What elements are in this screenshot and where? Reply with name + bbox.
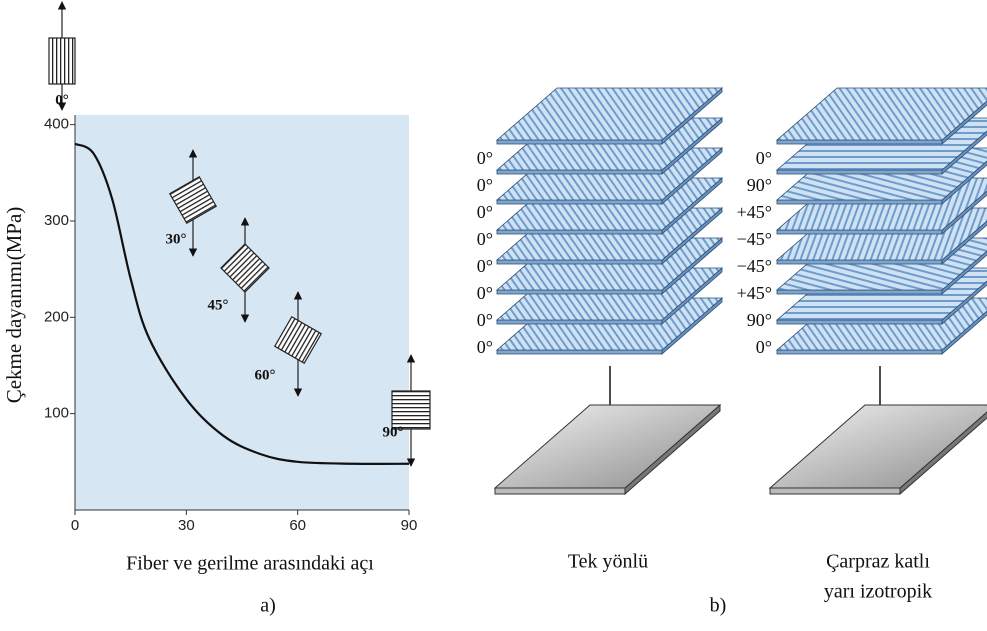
stack-caption: Tek yönlü	[568, 551, 648, 573]
ply-angle-label: 0°	[477, 310, 493, 330]
ply-side	[497, 230, 662, 234]
y-tick-label: 100	[44, 405, 69, 422]
x-axis-label: Fiber ve gerilme arasındaki açı	[126, 553, 374, 575]
ply-angle-label: 0°	[477, 256, 493, 276]
ply-angle-label: 0°	[477, 175, 493, 195]
ply-side	[497, 260, 662, 264]
ply-side	[497, 290, 662, 294]
y-tick-label: 300	[44, 212, 69, 229]
figure: 100 200 300 400 0 30 60 90 Çekme dayanımı(MPa) Fi…	[0, 0, 987, 631]
angle-annotation: 30°	[166, 231, 187, 247]
y-axis-label: Çekme dayanımı(MPa)	[2, 207, 26, 404]
panel-label: a)	[260, 595, 276, 617]
ply-side	[777, 170, 942, 174]
ply-side	[497, 140, 662, 144]
ply-angle-label: +45°	[737, 283, 772, 303]
ply-side	[777, 230, 942, 234]
x-tick-label: 30	[178, 517, 195, 534]
ply-side	[497, 350, 662, 354]
ply-side	[497, 170, 662, 174]
ply-angle-label: 0°	[477, 337, 493, 357]
angle-annotation: 90°	[383, 424, 404, 440]
stack-caption: Çarpraz katlı	[826, 551, 930, 573]
plot-background	[75, 115, 409, 510]
ply-angle-label: 0°	[477, 283, 493, 303]
ply-angle-label: 0°	[477, 229, 493, 249]
ply-angle-label: −45°	[737, 256, 772, 276]
x-tick-label: 60	[289, 517, 306, 534]
ply-angle-label: 90°	[747, 310, 772, 330]
ply-angle-label: 0°	[477, 202, 493, 222]
ply-side	[777, 290, 942, 294]
ply-side	[777, 200, 942, 204]
panel-label: b)	[710, 595, 727, 617]
laminate	[495, 405, 720, 488]
stack-caption: yarı izotropik	[824, 581, 932, 603]
ply-side	[777, 350, 942, 354]
ply-angle-label: 0°	[756, 148, 772, 168]
angle-annotation: 0°	[55, 92, 69, 108]
ply-angle-label: −45°	[737, 229, 772, 249]
ply-side	[777, 140, 942, 144]
ply-side	[777, 260, 942, 264]
ply-angle-label: +45°	[737, 202, 772, 222]
ply-angle-label: 0°	[756, 337, 772, 357]
laminate-front	[770, 488, 900, 494]
ply-angle-label: 90°	[747, 175, 772, 195]
ply-side	[497, 320, 662, 324]
laminate-front	[495, 488, 625, 494]
angle-annotation: 60°	[255, 367, 276, 383]
ply-side	[777, 320, 942, 324]
x-tick-label: 90	[401, 517, 418, 534]
x-tick-label: 0	[71, 517, 79, 534]
ply-angle-label: 0°	[477, 148, 493, 168]
ply-side	[497, 200, 662, 204]
angle-annotation: 45°	[208, 297, 229, 313]
y-tick-label: 200	[44, 308, 69, 325]
y-tick-label: 400	[44, 116, 69, 133]
